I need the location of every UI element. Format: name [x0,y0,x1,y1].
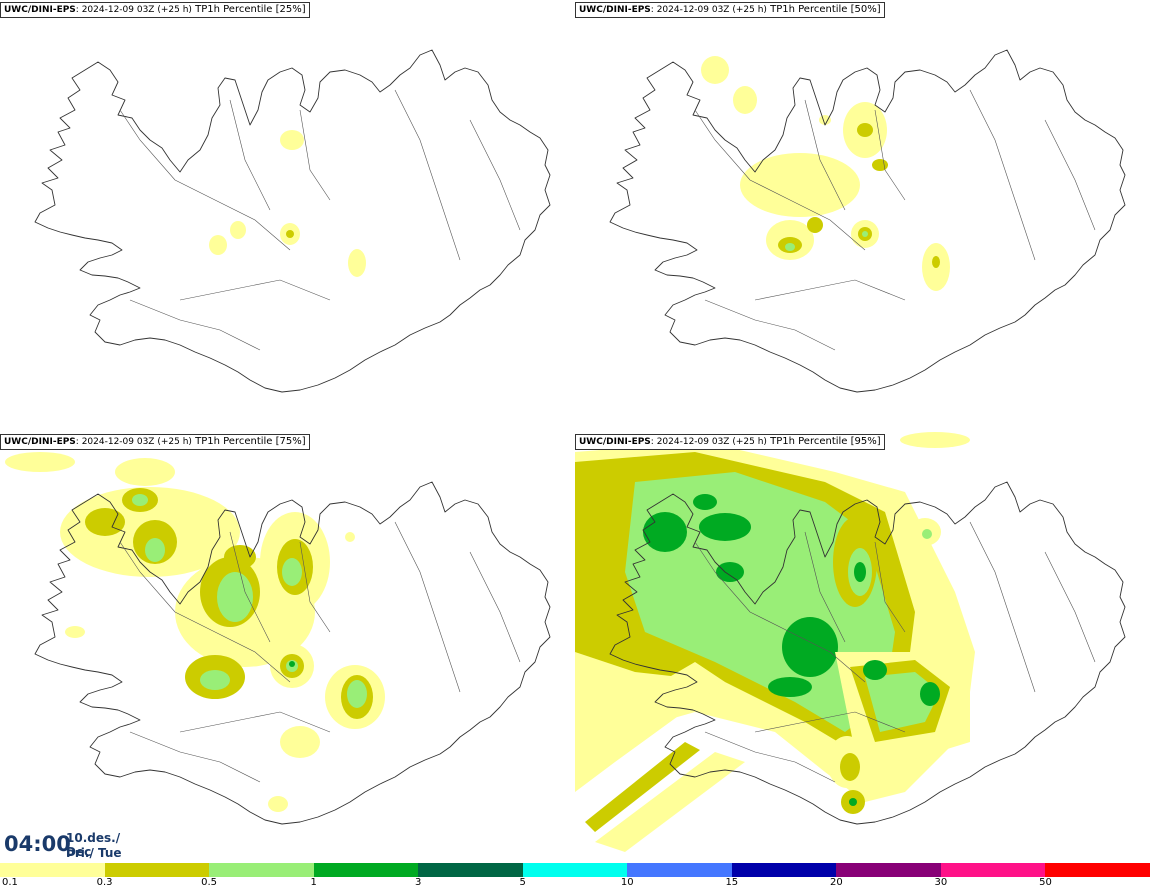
legend-tick-label: 0.5 [201,877,218,888]
legend-tick-label: 30 [934,877,948,888]
panel-title: UWC/DINI-EPS: 2024-12-09 03Z (+25 h) TP1… [575,434,885,450]
legend-swatch [313,863,419,877]
legend-swatch [418,863,523,877]
map-canvas [609,49,1126,393]
legend-tick-label: 0.1 [2,877,18,888]
legend-swatch [836,863,941,877]
legend-swatch [940,863,1046,877]
map-panel-p50: UWC/DINI-EPS: 2024-12-09 03Z (+25 h) TP1… [575,0,1150,430]
valid-weekday: Þri./ Tue [66,846,122,860]
legend-swatch [0,863,105,877]
panel-title: UWC/DINI-EPS: 2024-12-09 03Z (+25 h) TP1… [0,434,310,450]
valid-date: 10.des./ Dec [66,831,121,859]
precip-field [209,130,366,277]
legend-swatch [1045,863,1150,877]
legend-tick-label: 0.3 [96,877,113,888]
panel-title: UWC/DINI-EPS: 2024-12-09 03Z (+25 h) TP1… [0,2,310,18]
legend-tick-label: 15 [725,877,739,888]
panel-title: UWC/DINI-EPS: 2024-12-09 03Z (+25 h) TP1… [575,2,885,18]
map-panel-p95: UWC/DINI-EPS: 2024-12-09 03Z (+25 h) TP1… [575,432,1150,862]
precip-field [701,56,950,291]
map-canvas [575,432,1126,852]
precip-field [5,452,385,812]
valid-time-box: 04:00 10.des./ Dec Þri./ Tue [0,830,140,862]
map-canvas [34,49,551,393]
legend-tick-label: 3 [414,877,422,888]
legend-tick-label: 5 [519,877,526,888]
precip-field [575,432,975,852]
legend-swatch [522,863,628,877]
map-canvas [5,452,551,825]
legend-swatch [627,863,732,877]
precip-colour-legend [0,863,1150,877]
legend-swatch [104,863,210,877]
legend-tick-labels: 0.1 0.3 0.5 1 3 5 10 15 20 30 50 [0,877,1150,891]
legend-swatch [731,863,837,877]
map-panel-p25: UWC/DINI-EPS: 2024-12-09 03Z (+25 h) TP1… [0,0,575,430]
legend-swatch [209,863,314,877]
map-panel-p75: UWC/DINI-EPS: 2024-12-09 03Z (+25 h) TP1… [0,432,575,862]
legend-tick-label: 20 [829,877,843,888]
legend-tick-label: 1 [310,877,317,888]
iceland-coastline [34,49,551,393]
legend-tick-label: 10 [620,877,634,888]
legend-tick-label: 50 [1039,877,1052,888]
valid-time: 04:00 [4,832,71,856]
